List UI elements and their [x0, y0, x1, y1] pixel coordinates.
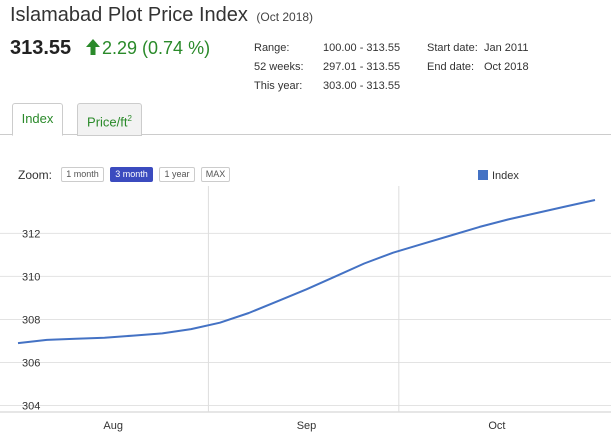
this-year-value: 303.00 - 313.55 — [323, 80, 401, 92]
title-row: Islamabad Plot Price Index (Oct 2018) — [10, 4, 313, 27]
range-label: Range: — [254, 42, 290, 54]
this-year-label: This year: — [254, 80, 303, 92]
zoom-max-button[interactable]: MAX — [201, 167, 230, 182]
end-date-value: Oct 2018 — [484, 61, 529, 73]
range-value: 100.00 - 313.55 — [323, 42, 401, 54]
page-title: Islamabad Plot Price Index — [10, 4, 248, 26]
price-change: 2.29 (0.74 %) — [86, 38, 210, 59]
weeks52-value: 297.01 - 313.55 — [323, 61, 401, 73]
y-axis-ticks: 304 306 308 310 312 — [22, 228, 40, 412]
tab-price-label: Price/ft — [87, 114, 128, 130]
y-tick-label: 312 — [22, 228, 40, 240]
tab-price-sup: 2 — [127, 114, 132, 123]
series-line-index — [17, 199, 596, 345]
index-chart[interactable]: 304 306 308 310 312 Aug Sep Oct — [0, 180, 611, 440]
current-price: 313.55 — [10, 37, 72, 59]
arrow-up-icon — [86, 39, 100, 55]
start-date-value: Jan 2011 — [484, 42, 529, 54]
tab-price-per-sqft[interactable]: Price/ft2 — [77, 103, 142, 136]
y-tick-label: 304 — [22, 401, 40, 413]
tab-index[interactable]: Index — [12, 103, 63, 136]
tab-bar: Index Price/ft2 — [0, 103, 611, 136]
x-tick-label: Sep — [297, 420, 317, 432]
end-date-label: End date: — [427, 61, 475, 73]
zoom-1-year-button[interactable]: 1 year — [159, 167, 195, 182]
zoom-1-month-button[interactable]: 1 month — [61, 167, 104, 182]
legend-label: Index — [492, 170, 519, 182]
zoom-3-month-button[interactable]: 3 month — [110, 167, 153, 182]
chart-grid — [0, 186, 611, 413]
start-date-label: Start date: — [427, 42, 478, 54]
weeks52-label: 52 weeks: — [254, 61, 304, 73]
zoom-label: Zoom: — [18, 168, 53, 182]
x-tick-label: Aug — [103, 420, 123, 432]
legend-swatch — [478, 170, 488, 180]
x-tick-label: Oct — [488, 420, 505, 432]
tab-index-label: Index — [21, 111, 54, 126]
price-change-value: 2.29 (0.74 %) — [102, 38, 211, 58]
y-tick-label: 306 — [22, 357, 40, 369]
chart-legend[interactable]: Index — [478, 170, 519, 182]
x-axis-ticks: Aug Sep Oct — [103, 420, 505, 432]
period-label: (Oct 2018) — [256, 10, 314, 24]
chart-series — [17, 199, 596, 345]
y-tick-label: 308 — [22, 314, 40, 326]
y-tick-label: 310 — [22, 271, 40, 283]
